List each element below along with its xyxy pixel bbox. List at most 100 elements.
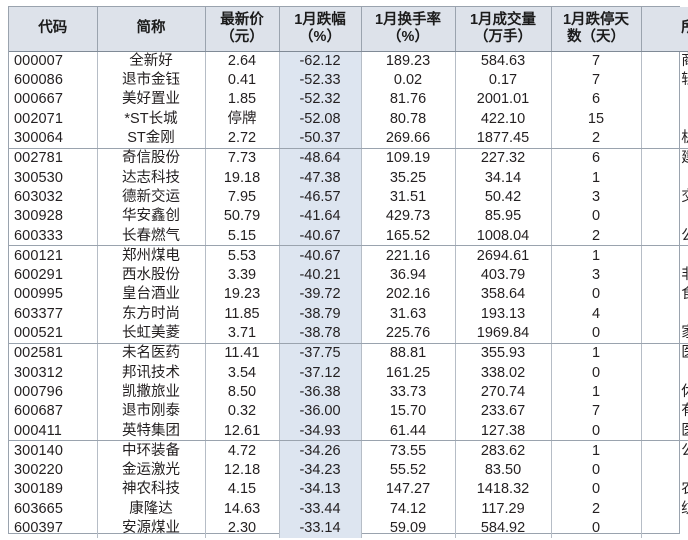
column-header-days-line1: 1月跌停天 bbox=[562, 11, 630, 28]
column-header-name[interactable]: 简称 bbox=[96, 7, 205, 52]
cell-days: 3 bbox=[550, 265, 641, 286]
column-header-days[interactable]: 1月跌停天 数（天） bbox=[550, 7, 641, 52]
cell-vol: 2694.61 bbox=[454, 245, 551, 266]
cell-industry: 建筑装饰 bbox=[640, 148, 688, 169]
cell-price: 7.95 bbox=[204, 187, 279, 207]
cell-days: 2 bbox=[550, 226, 641, 247]
cell-days: 0 bbox=[550, 480, 641, 500]
cell-name: 凯撒旅业 bbox=[96, 382, 205, 402]
cell-price: 11.85 bbox=[204, 304, 279, 324]
column-header-vol-line2: （万手） bbox=[474, 28, 532, 45]
cell-industry: 家用电器 bbox=[640, 323, 688, 344]
column-header-vol[interactable]: 1月成交量 （万手） bbox=[454, 7, 551, 52]
cell-name: 德新交运 bbox=[96, 187, 205, 207]
cell-vol: 403.79 bbox=[454, 265, 551, 286]
cell-code: 300189 bbox=[14, 481, 63, 498]
table-header: 代码 简称 最新价 （元） 1月跌幅 （%） 1月换手率 （%） 1月成交量 （万手） 1月跌停天数… bbox=[9, 7, 688, 52]
cell-name: 达志科技 bbox=[96, 168, 205, 188]
column-header-price[interactable]: 最新价 （元） bbox=[204, 7, 279, 52]
cell-vol: 283.62 bbox=[454, 440, 551, 461]
cell-name: 安源煤业 bbox=[96, 518, 205, 538]
column-header-vol-line1: 1月成交量 bbox=[469, 11, 537, 28]
cell-turn: 165.52 bbox=[360, 226, 455, 247]
stock-table: 代码 简称 最新价 （元） 1月跌幅 （%） 1月换手率 （%） 1月成交量 （万手） 1月跌停天数… bbox=[9, 7, 688, 538]
cell-price: 3.54 bbox=[204, 363, 279, 383]
cell-days: 1 bbox=[550, 245, 641, 266]
cell-industry: 有色金属 bbox=[640, 401, 688, 422]
cell-days: 0 bbox=[550, 460, 641, 481]
cell-code: 300928 bbox=[14, 208, 63, 225]
column-header-turn[interactable]: 1月换手率 （%） bbox=[360, 7, 455, 52]
cell-turn: 31.63 bbox=[360, 304, 455, 324]
cell-code: 300140 bbox=[14, 442, 63, 459]
cell-code: 603377 bbox=[14, 305, 63, 322]
cell-vol: 34.14 bbox=[454, 168, 551, 188]
cell-drop: -40.21 bbox=[278, 265, 361, 286]
column-header-price-line1: 最新价 bbox=[220, 11, 264, 28]
cell-industry: 医药生物 bbox=[640, 421, 688, 442]
cell-code: 000995 bbox=[14, 286, 63, 303]
cell-days: 7 bbox=[550, 70, 641, 91]
table-body: 000007全新好2.64-62.12189.23584.637商业贸易6000… bbox=[9, 51, 688, 538]
cell-drop: -62.12 bbox=[278, 51, 361, 71]
cell-days: 2 bbox=[550, 128, 641, 149]
cell-vol: 83.50 bbox=[454, 460, 551, 481]
column-header-drop[interactable]: 1月跌幅 （%） bbox=[278, 7, 361, 52]
cell-price: 0.41 bbox=[204, 70, 279, 91]
cell-price: 11.41 bbox=[204, 343, 279, 364]
cell-vol: 584.92 bbox=[454, 518, 551, 538]
column-header-code-line1: 代码 bbox=[38, 20, 68, 37]
cell-name: 皇台酒业 bbox=[96, 285, 205, 305]
cell-price: 12.18 bbox=[204, 460, 279, 481]
cell-code: 600397 bbox=[14, 520, 63, 537]
cell-price: 1.85 bbox=[204, 90, 279, 110]
cell-vol: 233.67 bbox=[454, 401, 551, 422]
cell-drop: -34.93 bbox=[278, 421, 361, 442]
stock-table-container: 代码 简称 最新价 （元） 1月跌幅 （%） 1月换手率 （%） 1月成交量 （万手） 1月跌停天数… bbox=[8, 6, 688, 538]
cell-code: 600121 bbox=[14, 247, 63, 264]
cell-drop: -52.33 bbox=[278, 70, 361, 91]
cell-name: 长春燃气 bbox=[96, 226, 205, 247]
column-header-industry[interactable]: 所属行业 bbox=[640, 7, 688, 52]
cell-industry: 公用事业 bbox=[640, 226, 688, 247]
cell-industry: 非银金融 bbox=[640, 265, 688, 286]
cell-price: 7.73 bbox=[204, 148, 279, 169]
cell-vol: 0.17 bbox=[454, 70, 551, 91]
cell-price: 4.15 bbox=[204, 480, 279, 500]
column-header-code[interactable]: 代码 bbox=[9, 7, 97, 52]
cell-turn: 161.25 bbox=[360, 363, 455, 383]
cell-industry: 电子 bbox=[640, 460, 688, 481]
cell-industry: 医药生物 bbox=[640, 343, 688, 364]
cell-name: 康隆达 bbox=[96, 499, 205, 519]
column-header-industry-line1: 所属行业 bbox=[645, 20, 688, 37]
cell-name: 退市刚泰 bbox=[96, 401, 205, 422]
cell-industry: 采掘 bbox=[640, 518, 688, 538]
cell-code: 603032 bbox=[14, 188, 63, 205]
cell-drop: -48.64 bbox=[278, 148, 361, 169]
